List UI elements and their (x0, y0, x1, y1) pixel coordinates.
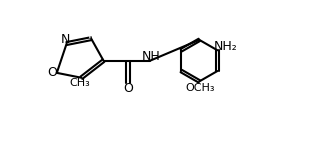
Text: N: N (61, 33, 70, 46)
Text: NH: NH (142, 50, 161, 63)
Text: NH₂: NH₂ (214, 40, 238, 53)
Text: O: O (48, 66, 57, 79)
Text: CH₃: CH₃ (70, 78, 91, 88)
Text: O: O (123, 81, 133, 95)
Text: N: N (88, 28, 97, 41)
Text: OCH₃: OCH₃ (186, 83, 215, 93)
